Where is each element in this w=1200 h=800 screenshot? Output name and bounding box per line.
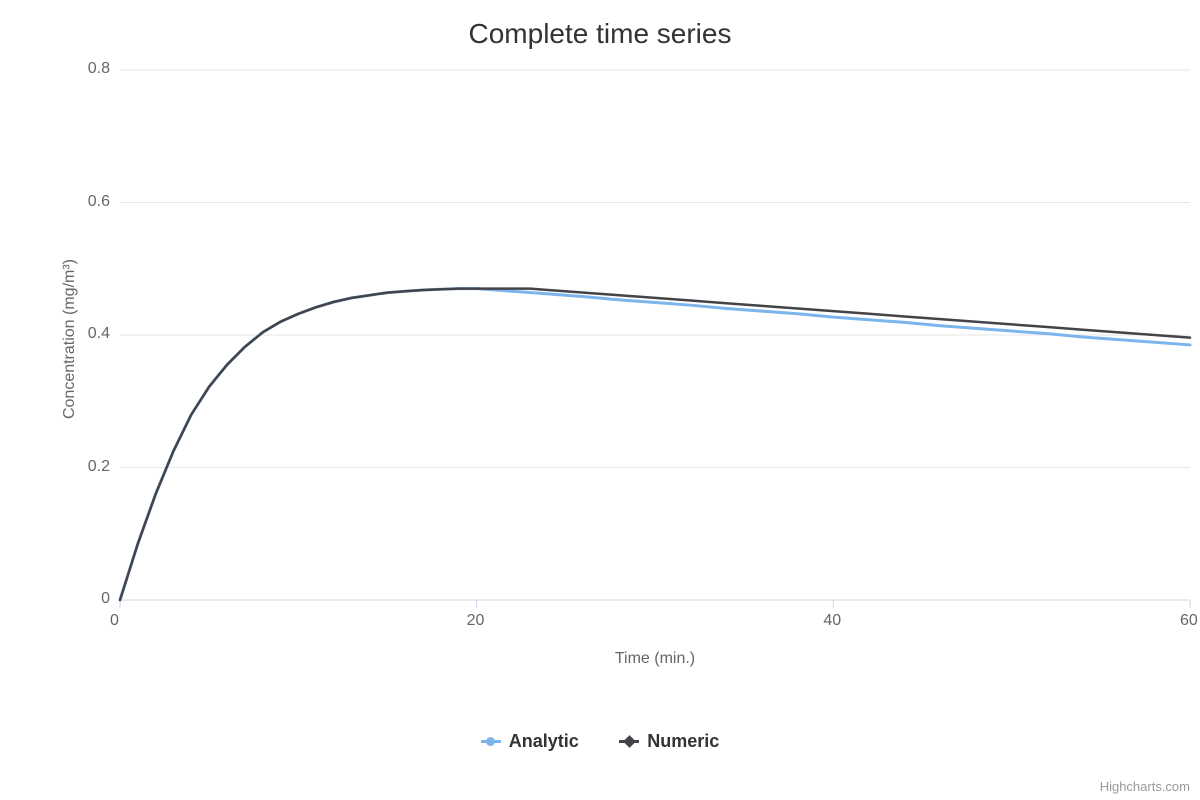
legend-marker-analytic: [486, 737, 495, 746]
y-tick-label: 0.4: [88, 325, 110, 343]
chart-title: Complete time series: [0, 18, 1200, 50]
legend-label-numeric: Numeric: [647, 731, 719, 752]
y-tick-label: 0.8: [88, 60, 110, 78]
x-tick-label: 60: [1180, 612, 1198, 630]
legend-swatch-analytic: [481, 740, 501, 743]
legend-item-numeric[interactable]: Numeric: [619, 731, 719, 752]
legend-swatch-numeric: [619, 740, 639, 743]
x-tick-label: 40: [823, 612, 841, 630]
chart-container: Complete time series Concentration (mg/m…: [0, 0, 1200, 800]
chart-plot-svg: [0, 0, 1200, 800]
legend-item-analytic[interactable]: Analytic: [481, 731, 579, 752]
x-tick-label: 20: [467, 612, 485, 630]
legend-label-analytic: Analytic: [509, 731, 579, 752]
y-tick-label: 0: [101, 590, 110, 608]
legend-marker-numeric: [623, 735, 636, 748]
credits-link[interactable]: Highcharts.com: [1100, 779, 1190, 794]
y-axis-label: Concentration (mg/m³): [61, 209, 79, 469]
legend: Analytic Numeric: [0, 730, 1200, 752]
x-tick-label: 0: [110, 612, 119, 630]
y-tick-label: 0.2: [88, 458, 110, 476]
x-axis-label: Time (min.): [120, 650, 1190, 668]
y-tick-label: 0.6: [88, 193, 110, 211]
